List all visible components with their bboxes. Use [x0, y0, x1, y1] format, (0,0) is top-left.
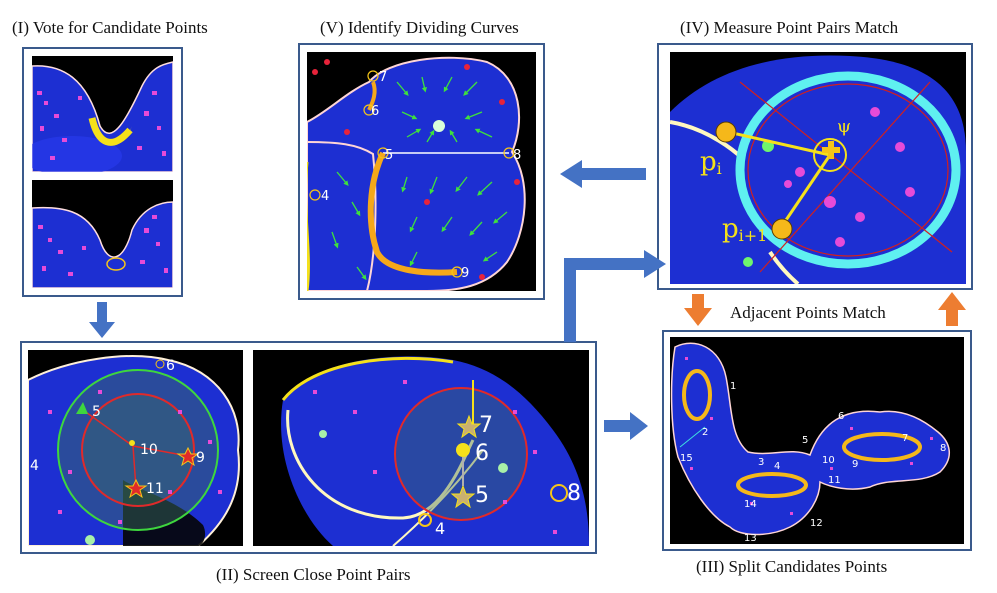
label-pi1-base: p	[722, 214, 739, 244]
split-label-8: 8	[940, 443, 946, 454]
label-pi: pi	[700, 147, 722, 178]
panel-vote-bottom	[32, 180, 173, 288]
panel-screen-left: 6 5 10 9 11 4	[28, 350, 243, 546]
panel-split: 1 2 15 3 4 14 13 12 11 10 9 5 6 7 8	[670, 337, 964, 544]
title-identify-dividing-curves: (V) Identify Dividing Curves	[320, 18, 519, 37]
curve-label-5: 5	[385, 148, 393, 163]
pair-right-label-4: 4	[435, 519, 445, 538]
split-label-4: 4	[774, 461, 780, 472]
pair-right-label-5: 5	[475, 483, 489, 508]
title-vote-candidate-points: (I) Vote for Candidate Points	[12, 18, 208, 37]
split-label-12: 12	[810, 518, 823, 529]
curve-label-9: 9	[461, 266, 469, 281]
pair-label-9: 9	[196, 450, 205, 466]
panel-dividing-curves: 7 6 5 8 4 9	[307, 52, 536, 291]
screen-right-image: 7 6 5 8 4	[253, 350, 589, 546]
curve-label-8: 8	[513, 148, 521, 163]
split-image: 1 2 15 3 4 14 13 12 11 10 9 5 6 7 8	[670, 337, 964, 544]
pair-right-label-6: 6	[475, 441, 489, 466]
split-label-10: 10	[822, 455, 835, 466]
label-pi1-sub: i+1	[739, 226, 768, 245]
pair-label-10: 10	[140, 442, 158, 458]
split-label-3: 3	[758, 457, 764, 468]
split-label-15: 15	[680, 453, 693, 464]
split-label-2: 2	[702, 427, 708, 438]
title-screen-close-point-pairs: (II) Screen Close Point Pairs	[216, 565, 411, 584]
pair-label-11: 11	[146, 481, 164, 497]
label-pi-base: p	[700, 147, 717, 177]
psi-symbol: ψ	[837, 116, 851, 137]
panel-measure: ψ pi pi+1	[670, 52, 966, 284]
arrow-screen-to-split	[604, 412, 648, 440]
title-split-candidate-points: (III) Split Candidates Points	[696, 557, 888, 576]
screen-left-image: 6 5 10 9 11 4	[28, 350, 243, 546]
split-label-9: 9	[852, 459, 858, 470]
split-label-14: 14	[744, 499, 757, 510]
measure-image: ψ pi pi+1	[670, 52, 966, 284]
curve-label-6: 6	[371, 104, 379, 119]
panel-screen-right: 7 6 5 8 4	[253, 350, 589, 546]
pair-label-4: 4	[30, 458, 39, 474]
arrow-split-to-measure	[938, 292, 966, 326]
split-label-7: 7	[902, 433, 908, 444]
label-pi1: pi+1	[722, 214, 767, 245]
arrow-screen-to-measure	[564, 250, 666, 342]
vote-bottom-image	[32, 180, 173, 288]
title-adjacent-points-match: Adjacent Points Match	[730, 303, 886, 322]
pair-label-5: 5	[92, 404, 101, 420]
arrow-measure-to-curves	[560, 160, 646, 188]
split-label-13: 13	[744, 533, 757, 544]
pair-label-6: 6	[166, 358, 175, 374]
curve-label-4: 4	[321, 189, 329, 204]
pair-right-label-8: 8	[567, 481, 581, 506]
vote-top-image	[32, 56, 173, 172]
split-label-11: 11	[828, 475, 841, 486]
panel-vote-top	[32, 56, 173, 172]
arrow-measure-to-split	[684, 294, 712, 326]
title-measure-point-pairs: (IV) Measure Point Pairs Match	[680, 18, 899, 37]
split-label-5: 5	[802, 435, 808, 446]
pair-right-label-7: 7	[479, 413, 493, 438]
label-pi-sub: i	[717, 159, 722, 178]
split-label-1: 1	[730, 381, 736, 392]
curve-label-7: 7	[379, 70, 387, 85]
dividing-curves-image: 7 6 5 8 4 9	[307, 52, 536, 291]
arrow-vote-to-screen	[89, 302, 115, 338]
split-label-6: 6	[838, 411, 844, 422]
